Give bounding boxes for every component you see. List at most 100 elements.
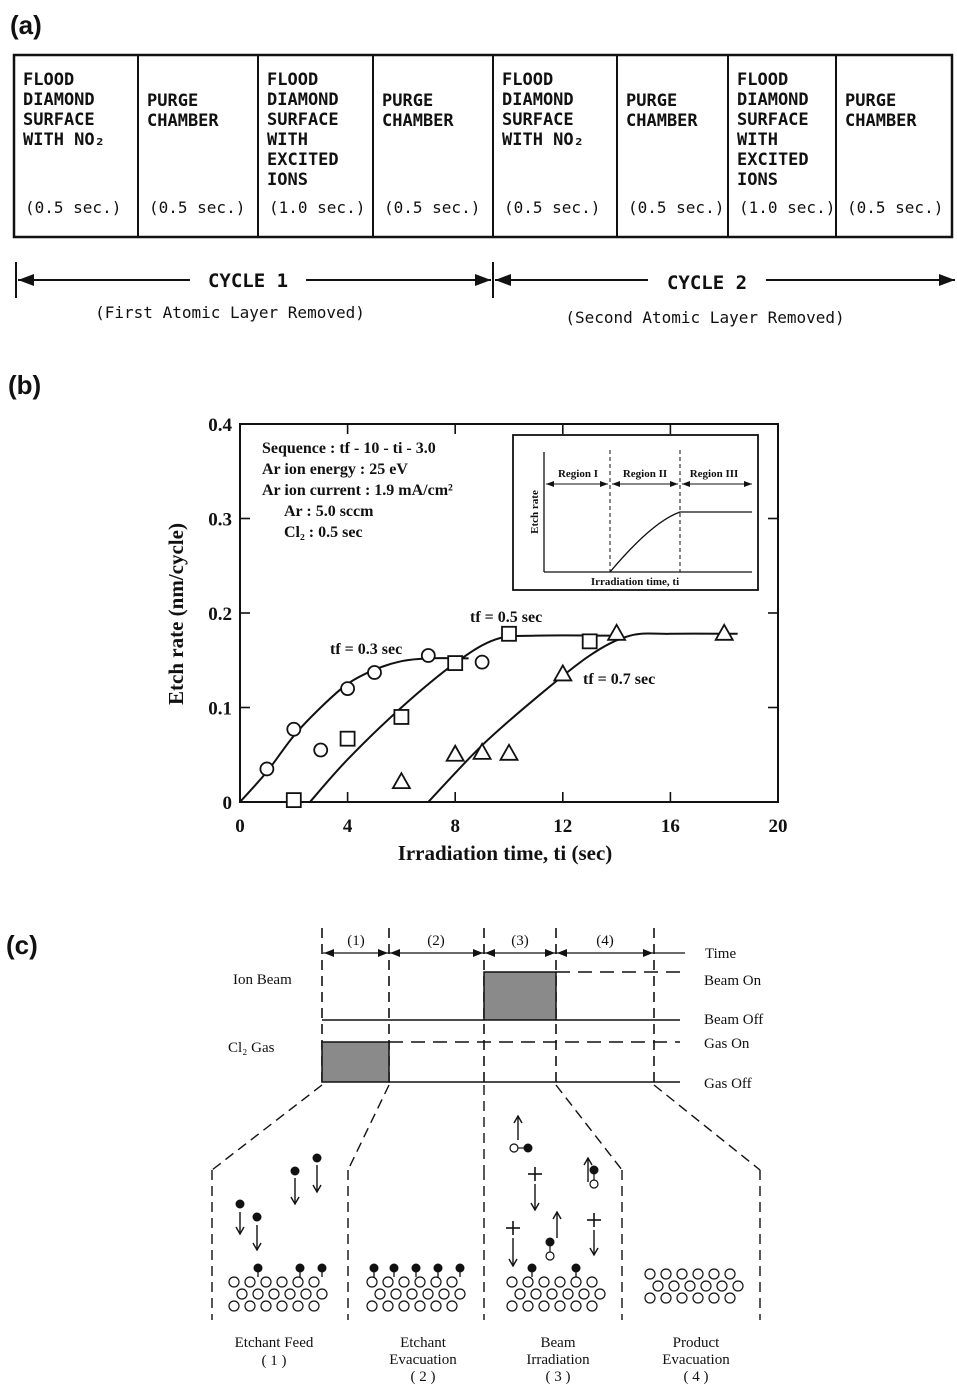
step-8-line-1: PURGE xyxy=(845,91,896,111)
lattice-atom xyxy=(268,1288,280,1300)
adsorbed-chlorine xyxy=(253,1263,263,1273)
x-tick-label: 20 xyxy=(769,816,788,837)
step-7-line-4: WITH xyxy=(737,130,778,150)
step-3-line-5: EXCITED xyxy=(267,150,339,170)
lattice-atom xyxy=(538,1276,550,1288)
lattice-atom xyxy=(260,1300,272,1312)
lattice-atom xyxy=(244,1276,256,1288)
step-3-line-3: SURFACE xyxy=(267,110,339,130)
lattice-atom xyxy=(406,1288,418,1300)
step-3-line-2: DIAMOND xyxy=(267,90,339,110)
step-2-line-1: PURGE xyxy=(147,91,198,111)
data-point-square xyxy=(339,730,356,747)
lattice-atom xyxy=(732,1280,744,1292)
lattice-atom xyxy=(446,1300,458,1312)
lattice-atom xyxy=(506,1276,518,1288)
lattice-atom xyxy=(446,1276,458,1288)
step-4-num: ( 4 ) xyxy=(684,1369,709,1385)
time-label: Time xyxy=(705,946,736,962)
adsorbed-chlorine xyxy=(411,1263,421,1273)
step-7-line-6: IONS xyxy=(737,170,778,190)
y-tick-label: 0.4 xyxy=(208,415,232,436)
fit-curve-series-3 xyxy=(427,632,738,803)
condition-line: Ar ion current : 1.9 mA/cm² xyxy=(262,482,453,499)
condition-line: Ar : 5.0 sccm xyxy=(284,503,374,520)
x-tick-label: 0 xyxy=(235,816,245,837)
gas-on-block xyxy=(321,1041,390,1083)
lattice-atom xyxy=(700,1280,712,1292)
lattice-atom xyxy=(366,1276,378,1288)
step-4-duration: (0.5 sec.) xyxy=(384,198,480,217)
step-8-duration: (0.5 sec.) xyxy=(847,198,943,217)
lattice-atom xyxy=(374,1288,386,1300)
step-1-line-3: SURFACE xyxy=(23,110,95,130)
lattice-atom xyxy=(724,1268,736,1280)
product-molecule xyxy=(509,1143,519,1153)
adsorbed-chlorine xyxy=(317,1263,327,1273)
step-4-caption-2: Evacuation xyxy=(662,1352,730,1368)
data-point-triangle xyxy=(606,622,627,641)
lattice-atom xyxy=(430,1300,442,1312)
cycle-1-note: (First Atomic Layer Removed) xyxy=(95,303,365,322)
step-2-duration: (0.5 sec.) xyxy=(149,198,245,217)
lattice-atom xyxy=(382,1300,394,1312)
beam-on-block xyxy=(483,971,557,1021)
phase-2-label: (2) xyxy=(427,933,445,949)
inset-region-3: Region III xyxy=(690,468,739,480)
data-point-circle xyxy=(340,681,356,697)
inset-region-1: Region I xyxy=(558,468,598,480)
lattice-atom xyxy=(660,1268,672,1280)
step-5-line-2: DIAMOND xyxy=(502,90,574,110)
series-label-3: tf = 0.7 sec xyxy=(583,671,655,688)
data-point-square xyxy=(581,633,598,650)
step-3-line-6: IONS xyxy=(267,170,308,190)
step-3-line-4: WITH xyxy=(267,130,308,150)
adsorbed-chlorine xyxy=(433,1263,443,1273)
y-tick-label: 0.2 xyxy=(208,604,232,625)
lattice-atom xyxy=(398,1276,410,1288)
y-tick-label: 0.1 xyxy=(208,699,232,720)
adsorbed-chlorine xyxy=(571,1263,581,1273)
gas-off-label: Gas Off xyxy=(704,1076,752,1092)
step-2-line-2: CHAMBER xyxy=(147,111,219,131)
lattice-atom xyxy=(382,1276,394,1288)
step-8-line-2: CHAMBER xyxy=(845,111,917,131)
lattice-atom xyxy=(562,1288,574,1300)
lattice-atom xyxy=(366,1300,378,1312)
data-point-triangle xyxy=(552,663,573,682)
data-point-circle xyxy=(474,654,490,670)
inset-y-label: Etch rate xyxy=(529,490,541,534)
condition-line: Ar ion energy : 25 eV xyxy=(262,461,408,478)
lattice-atom xyxy=(530,1288,542,1300)
lattice-atom xyxy=(586,1300,598,1312)
lattice-atom xyxy=(676,1268,688,1280)
lattice-atom xyxy=(422,1288,434,1300)
lattice-atom xyxy=(292,1276,304,1288)
lattice-atom xyxy=(522,1300,534,1312)
lattice-atom xyxy=(276,1300,288,1312)
step-7-duration: (1.0 sec.) xyxy=(739,198,835,217)
lattice-atom xyxy=(724,1292,736,1304)
beam-on-label: Beam On xyxy=(704,973,762,989)
lattice-atom xyxy=(570,1300,582,1312)
lattice-atom xyxy=(570,1276,582,1288)
lattice-atom xyxy=(660,1292,672,1304)
step-1-line-2: DIAMOND xyxy=(23,90,95,110)
lattice-atom xyxy=(284,1288,296,1300)
step-7-line-1: FLOOD xyxy=(737,70,788,90)
data-point-circle xyxy=(259,761,275,777)
lattice-atom xyxy=(414,1300,426,1312)
lattice-atom xyxy=(308,1300,320,1312)
y-tick-label: 0.3 xyxy=(208,510,232,531)
x-tick-label: 8 xyxy=(450,816,460,837)
data-point-square xyxy=(501,625,517,642)
step-6-duration: (0.5 sec.) xyxy=(628,198,724,217)
data-point-triangle xyxy=(714,622,735,641)
step-1-num: ( 1 ) xyxy=(262,1353,287,1369)
step-6-line-2: CHAMBER xyxy=(626,111,698,131)
product-molecule xyxy=(545,1237,555,1247)
x-axis-label: Irradiation time, ti (sec) xyxy=(398,841,613,865)
lattice-atom xyxy=(586,1276,598,1288)
adsorbed-chlorine xyxy=(455,1263,465,1273)
inset-x-label: Irradiation time, ti xyxy=(591,576,679,588)
